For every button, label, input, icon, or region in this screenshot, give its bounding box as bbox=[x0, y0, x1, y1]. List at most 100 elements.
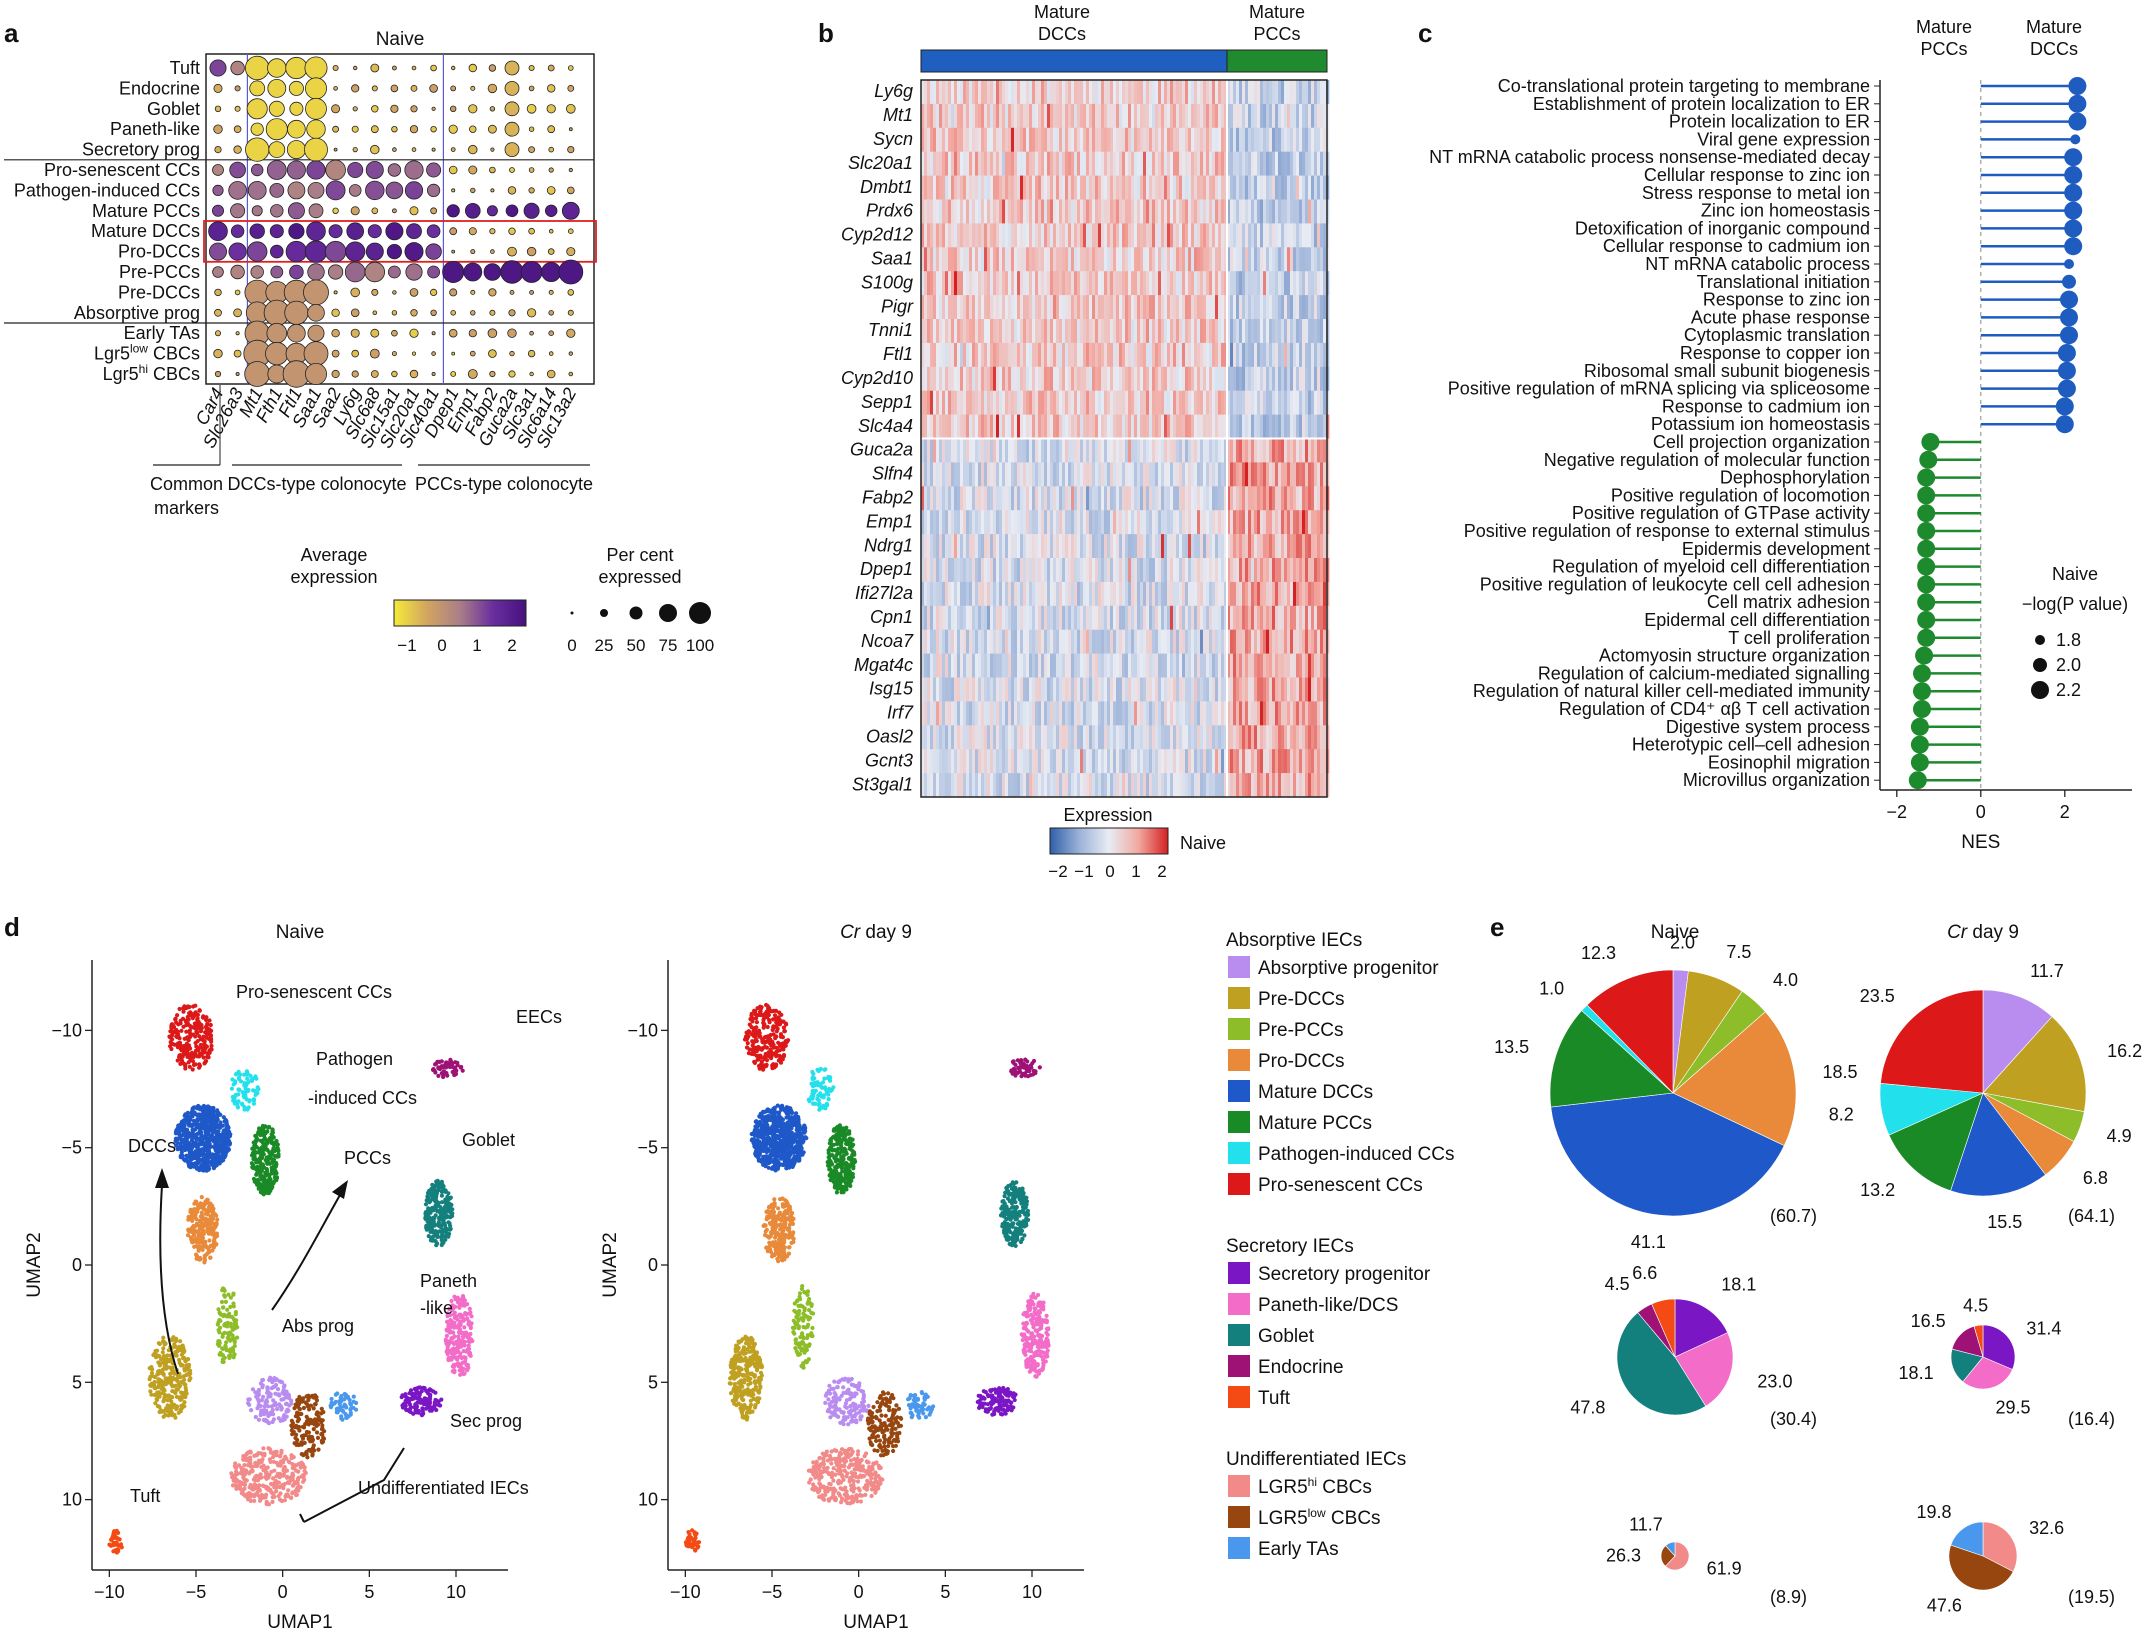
heat-cell bbox=[1155, 486, 1159, 511]
heat-cell bbox=[1182, 342, 1186, 368]
heat-cell bbox=[1287, 127, 1291, 152]
heat-cell bbox=[975, 366, 979, 391]
dot bbox=[546, 104, 556, 114]
heat-cell bbox=[945, 175, 949, 200]
heat-cell bbox=[1275, 486, 1279, 511]
heat-cell bbox=[1254, 414, 1258, 439]
heat-cell bbox=[1257, 653, 1261, 678]
heat-cell bbox=[1125, 295, 1129, 320]
heat-cell bbox=[981, 390, 985, 415]
heat-cell bbox=[1077, 701, 1081, 726]
heat-cell bbox=[930, 151, 934, 176]
heat-cell bbox=[1125, 629, 1129, 654]
heat-cell bbox=[1239, 295, 1243, 320]
term-label: Zinc ion homeostasis bbox=[1701, 201, 1870, 221]
heat-cell bbox=[1206, 534, 1210, 559]
heat-cell bbox=[945, 223, 949, 248]
heat-cell bbox=[987, 271, 991, 296]
heat-cell bbox=[1113, 486, 1117, 511]
heat-cell bbox=[1062, 438, 1066, 463]
heat-cell bbox=[930, 438, 934, 463]
heat-cell bbox=[1197, 701, 1201, 726]
heat-cell bbox=[1290, 199, 1294, 224]
heat-cell bbox=[999, 653, 1003, 678]
heat-cell bbox=[1221, 725, 1225, 750]
heat-cell bbox=[1269, 701, 1273, 726]
heat-cell bbox=[1119, 701, 1123, 726]
dot bbox=[410, 309, 418, 317]
heat-cell bbox=[951, 342, 955, 368]
heat-cell bbox=[1242, 629, 1246, 654]
heat-cell bbox=[1101, 295, 1105, 320]
heat-cell bbox=[1134, 390, 1138, 415]
heat-cell bbox=[978, 366, 982, 391]
heat-cell bbox=[1218, 749, 1222, 774]
heat-cell bbox=[1203, 605, 1207, 630]
heat-cell bbox=[1116, 414, 1120, 439]
heat-cell bbox=[930, 175, 934, 200]
umap-point bbox=[208, 1036, 213, 1041]
heat-cell bbox=[1242, 677, 1246, 702]
dot bbox=[387, 163, 402, 177]
heat-cell bbox=[990, 80, 994, 105]
heat-cell bbox=[1164, 199, 1168, 224]
heat-cell bbox=[1320, 366, 1324, 391]
dot bbox=[431, 106, 436, 111]
heat-cell bbox=[1089, 749, 1093, 774]
heat-cell bbox=[1203, 725, 1207, 750]
dot bbox=[504, 60, 520, 76]
heat-cell bbox=[1137, 581, 1141, 607]
heat-cell bbox=[1287, 629, 1291, 654]
heat-cell bbox=[984, 701, 988, 726]
heat-cell bbox=[1065, 725, 1069, 750]
heat-cell bbox=[1188, 581, 1192, 607]
heat-cell bbox=[1269, 773, 1273, 798]
heat-cell bbox=[1095, 438, 1099, 463]
heat-cell bbox=[1251, 80, 1255, 105]
heat-cell bbox=[1125, 558, 1129, 583]
heat-cell bbox=[1131, 199, 1135, 224]
heat-cell bbox=[999, 271, 1003, 296]
x-axis-label: NES bbox=[1961, 832, 2000, 853]
heat-cell bbox=[969, 175, 973, 200]
heat-cell bbox=[1023, 199, 1027, 224]
heat-cell bbox=[981, 486, 985, 511]
heat-cell bbox=[1287, 749, 1291, 774]
heat-cell bbox=[1194, 534, 1198, 559]
heat-cell bbox=[1299, 486, 1303, 511]
lollipop-legend-subtitle: −log(P value) bbox=[2022, 594, 2128, 614]
heat-cell bbox=[1071, 342, 1075, 368]
heat-cell bbox=[1203, 247, 1207, 272]
heat-cell bbox=[972, 653, 976, 678]
heat-cell bbox=[1158, 390, 1162, 415]
heat-cell bbox=[930, 199, 934, 224]
dot bbox=[409, 369, 419, 379]
heat-cell bbox=[1074, 462, 1078, 487]
heat-cell bbox=[1110, 223, 1114, 248]
umap-point bbox=[246, 1088, 251, 1093]
heat-cell bbox=[1110, 462, 1114, 487]
heat-cell bbox=[1080, 510, 1084, 535]
heat-cell bbox=[1182, 749, 1186, 774]
heat-cell bbox=[1104, 366, 1108, 391]
heat-cell bbox=[1224, 510, 1228, 535]
dot bbox=[289, 101, 304, 116]
heat-cell bbox=[942, 319, 946, 344]
dot bbox=[370, 144, 380, 155]
heat-cell bbox=[1167, 271, 1171, 296]
heat-cell bbox=[1020, 534, 1024, 559]
heat-cell bbox=[1134, 342, 1138, 368]
heat-cell bbox=[1242, 510, 1246, 535]
heat-cell bbox=[1200, 390, 1204, 415]
heat-cell bbox=[1113, 390, 1117, 415]
heat-cell bbox=[1059, 151, 1063, 176]
lollipop-dot bbox=[2064, 148, 2083, 167]
heat-cell bbox=[1167, 510, 1171, 535]
heat-cell bbox=[999, 534, 1003, 559]
heat-cell bbox=[1116, 80, 1120, 105]
heat-cell bbox=[1260, 151, 1264, 176]
heat-cell bbox=[921, 653, 925, 678]
dot bbox=[425, 243, 442, 260]
heat-cell bbox=[1167, 151, 1171, 176]
heat-cell bbox=[1011, 80, 1015, 105]
